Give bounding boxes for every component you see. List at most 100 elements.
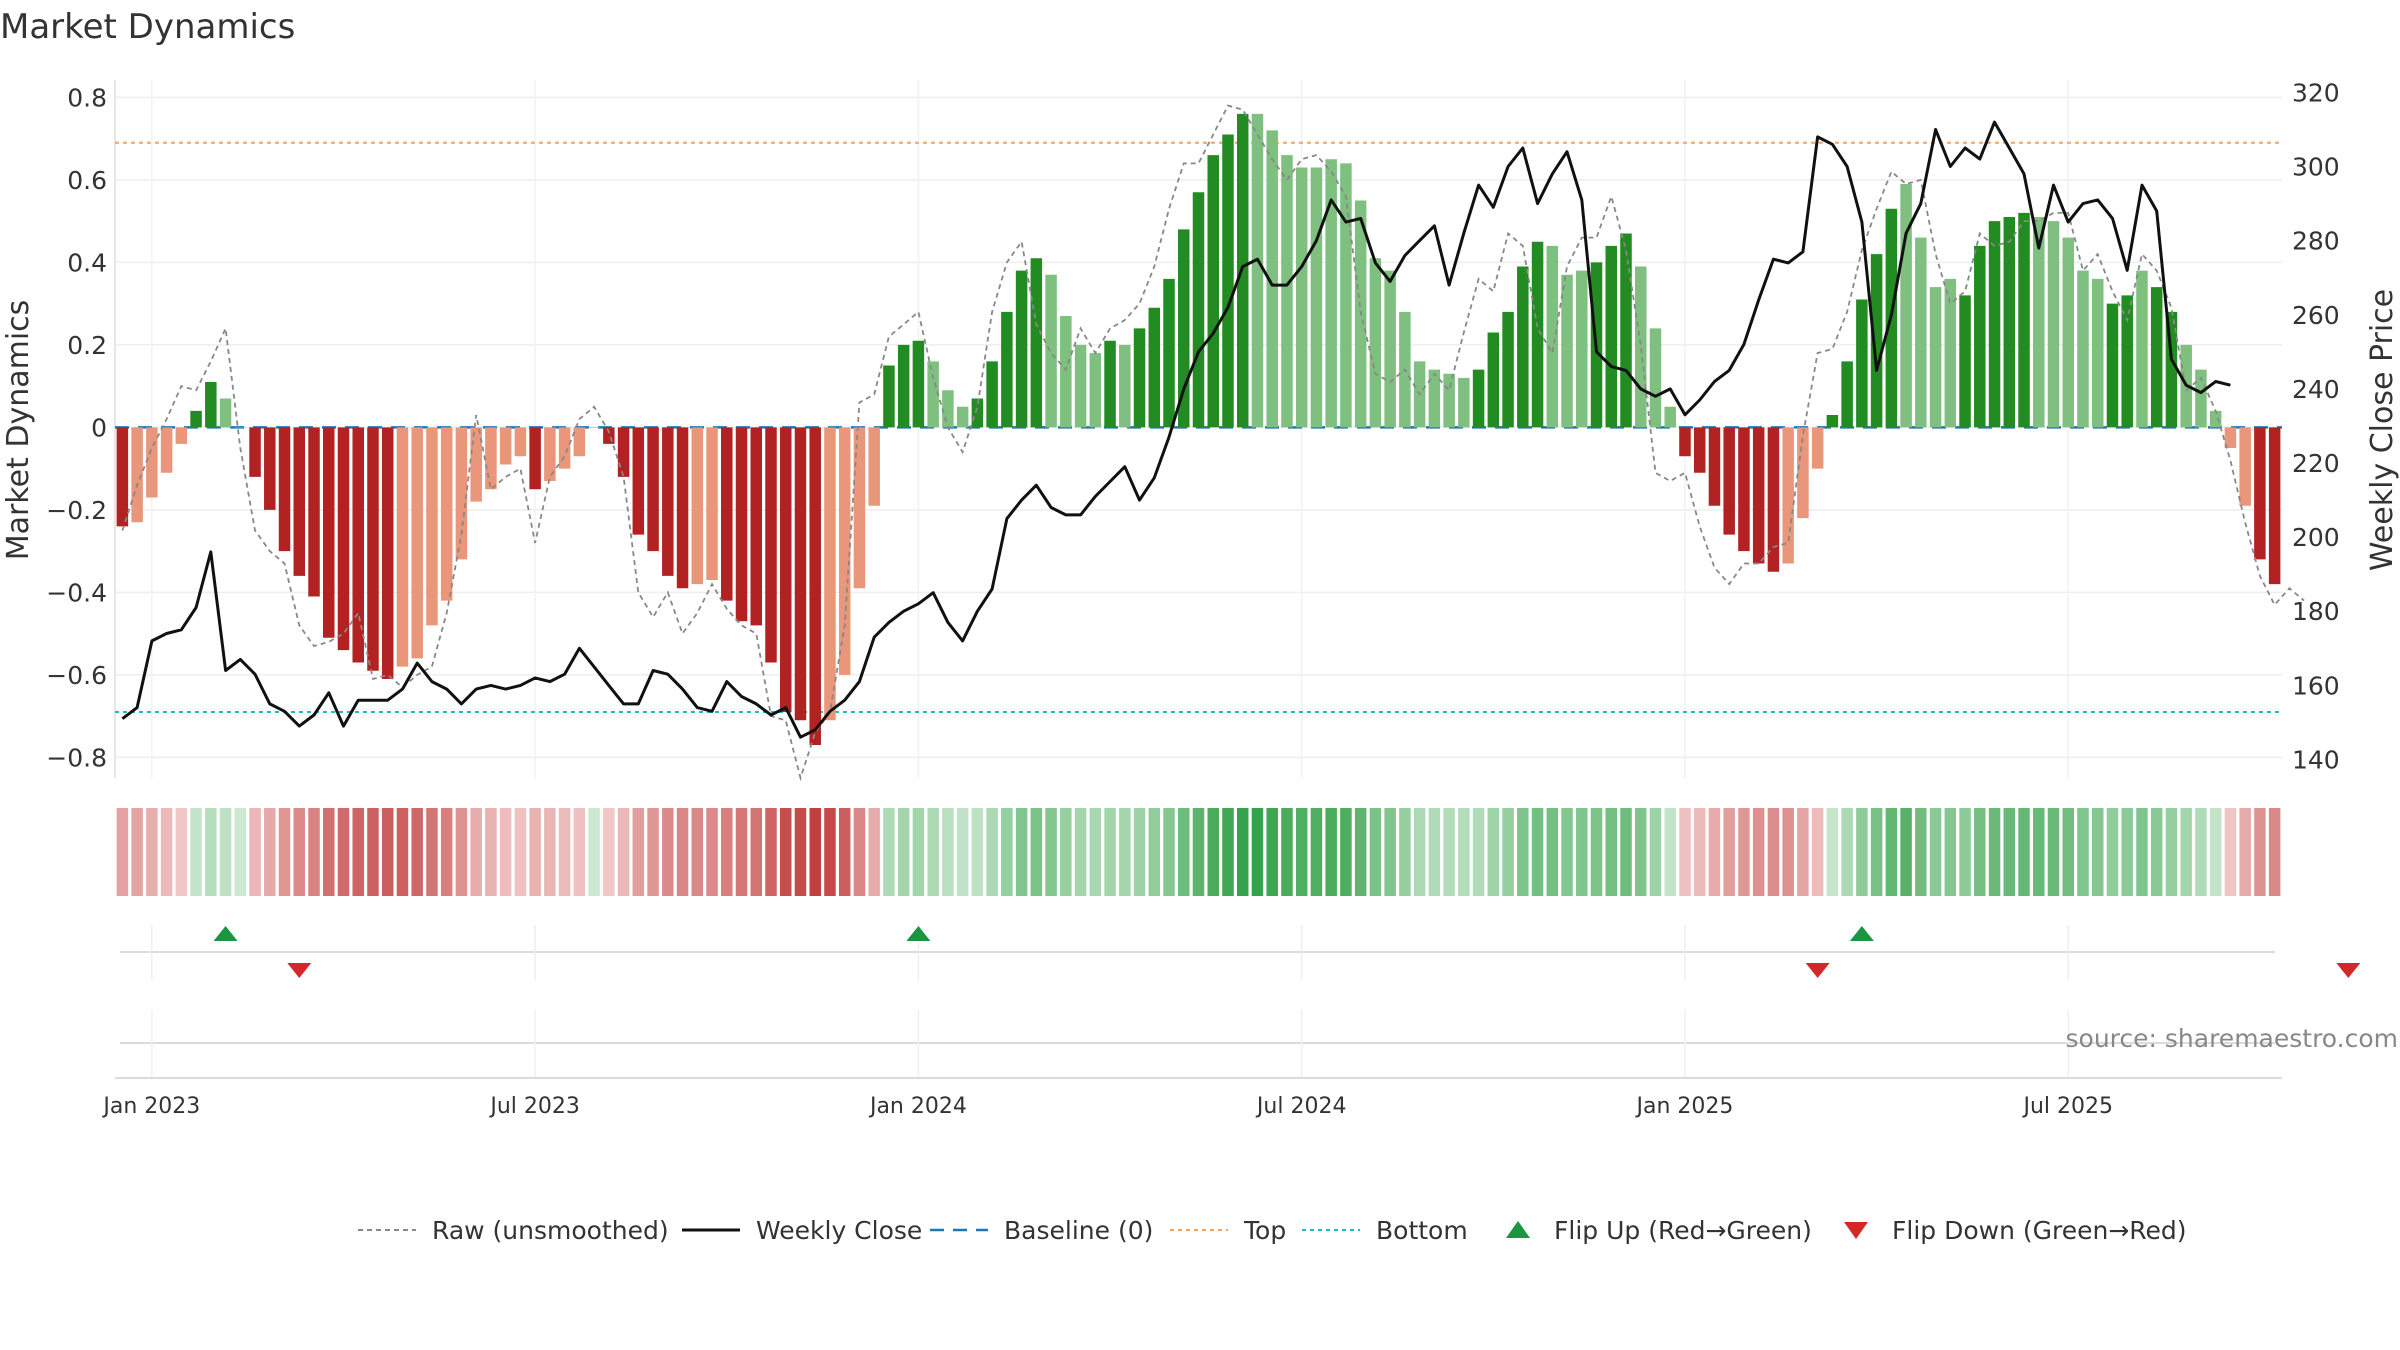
strip-cell: [1413, 808, 1426, 896]
grid-lines: [114, 80, 2282, 778]
strip-cell: [2224, 808, 2237, 896]
x-tick-label: Jul 2023: [488, 1094, 580, 1119]
legend-label: Flip Down (Green→Red): [1892, 1216, 2187, 1245]
strip-cell: [1870, 808, 1883, 896]
strip-cell: [838, 808, 851, 896]
x-tick-label: Jul 2024: [1255, 1094, 1347, 1119]
strip-cell: [1988, 808, 2001, 896]
strip-cell: [617, 808, 630, 896]
strip-cell: [2150, 808, 2163, 896]
flip-down-marker: [287, 963, 312, 978]
bar: [1649, 328, 1662, 428]
bar: [2165, 311, 2178, 428]
bar: [1944, 278, 1957, 428]
bar: [2239, 427, 2251, 506]
y2-tick-label: 320: [2292, 78, 2340, 107]
flip-down-marker: [1805, 963, 1830, 978]
strip-cell: [308, 808, 320, 896]
bar: [942, 390, 954, 428]
strip-cell: [1458, 808, 1470, 896]
x-tick-label: Jan 2023: [101, 1094, 200, 1119]
strip-cell: [160, 808, 173, 896]
bar: [1458, 377, 1470, 428]
bar: [1325, 159, 1337, 428]
bar: [381, 427, 394, 679]
bar: [1074, 344, 1087, 428]
strip-cell: [278, 808, 291, 896]
strip-cell: [912, 808, 925, 896]
strip-cell: [2003, 808, 2016, 896]
bar: [249, 427, 261, 477]
strip-cell: [485, 808, 497, 896]
bar: [735, 427, 748, 622]
strip-cell: [2268, 808, 2281, 896]
legend: Raw (unsmoothed) Weekly Close Baseline (0)…: [358, 1216, 2187, 1245]
y2-tick-label: 240: [2292, 375, 2340, 404]
bar: [1693, 427, 1706, 473]
y2-tick-label: 220: [2292, 449, 2340, 478]
strip-cell: [1384, 808, 1396, 896]
bar: [897, 344, 910, 428]
strip-cell: [1192, 808, 1205, 896]
strip-cell: [1826, 808, 1839, 896]
strip-cell: [1841, 808, 1853, 896]
bar: [2254, 427, 2266, 560]
bar: [1443, 373, 1455, 428]
strip-cell: [1354, 808, 1367, 896]
strip-cell: [1281, 808, 1293, 896]
bar: [411, 427, 423, 659]
bar: [2077, 270, 2089, 428]
strip-cell: [396, 808, 409, 896]
strip-cell: [1708, 808, 1721, 896]
bar: [1119, 344, 1131, 428]
strip-cell: [131, 808, 143, 896]
raw-series-line: [121, 104, 2305, 782]
bar: [1767, 427, 1780, 572]
strip-cell: [1487, 808, 1500, 896]
bar: [1178, 229, 1190, 428]
strip-cell: [1546, 808, 1559, 896]
strip-cell: [1679, 808, 1691, 896]
strip-cell: [1915, 808, 1927, 896]
strip-cell: [323, 808, 335, 896]
flip-up-marker: [906, 926, 931, 941]
bar: [1605, 245, 1618, 428]
right-axis: 320 300 280 260 240 220 200 180 160 140: [2292, 78, 2340, 774]
strip-cell: [1472, 808, 1485, 896]
strip-cell: [1428, 808, 1441, 896]
bar: [1752, 427, 1765, 564]
legend-swatch: [1844, 1222, 1868, 1239]
bar: [1369, 258, 1382, 428]
bar: [779, 427, 792, 712]
bar: [1708, 427, 1721, 506]
y2-axis-label: Weekly Close Price: [2365, 289, 2400, 571]
x-axis: Jan 2023 Jul 2023 Jan 2024 Jul 2024 Jan 2025…: [101, 1077, 2282, 1119]
strip-cell: [956, 808, 969, 896]
strip-cell: [249, 808, 261, 896]
bar: [1620, 233, 1632, 428]
bar: [603, 427, 615, 444]
bar: [1974, 245, 1986, 428]
y-tick-label: 0.8: [67, 83, 107, 112]
y-tick-label: 0.6: [67, 166, 107, 195]
strip-cell: [1119, 808, 1131, 896]
strip-cell: [1634, 808, 1647, 896]
bar: [455, 427, 468, 560]
strip-cell: [1045, 808, 1057, 896]
strip-cell: [853, 808, 866, 896]
strip-cell: [1738, 808, 1750, 896]
strip-cell: [897, 808, 910, 896]
y-tick-label: 0: [91, 413, 107, 442]
bar: [912, 340, 925, 428]
strip-cell: [2077, 808, 2089, 896]
bar: [367, 427, 379, 671]
bar: [1384, 270, 1396, 428]
bar: [2003, 217, 2016, 428]
strip-cell: [1561, 808, 1573, 896]
strip-cell: [2047, 808, 2060, 896]
strip-cell: [411, 808, 423, 896]
strip-cell: [1148, 808, 1161, 896]
bar: [1870, 254, 1883, 428]
bar: [470, 427, 482, 502]
y-tick-label: −0.2: [46, 496, 107, 525]
